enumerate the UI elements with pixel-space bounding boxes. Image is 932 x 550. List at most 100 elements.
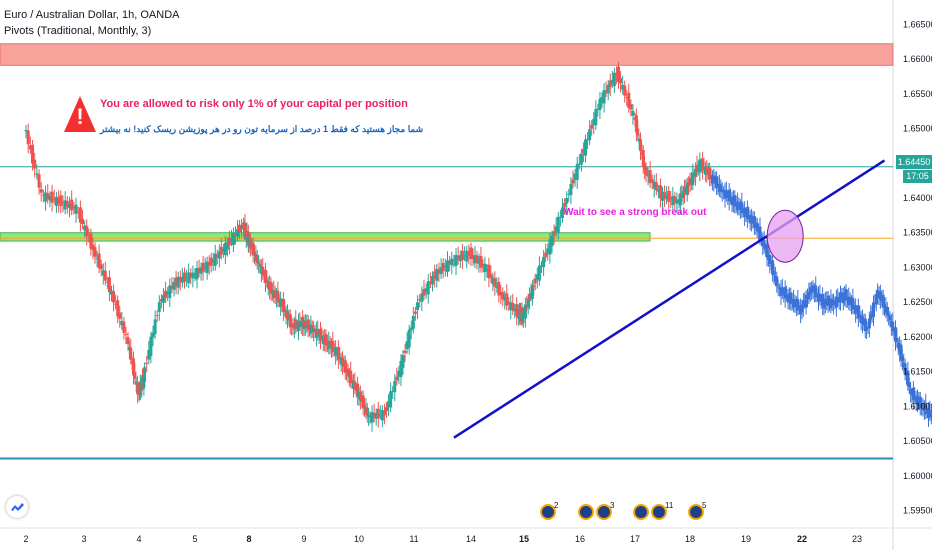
candle-body — [546, 248, 550, 254]
candle-body — [678, 193, 682, 206]
candle-body — [176, 276, 180, 288]
candle-body — [26, 130, 30, 145]
candle-body — [811, 285, 815, 292]
candle-body — [334, 347, 338, 356]
candle-body — [376, 408, 380, 419]
candle-body — [487, 264, 491, 279]
symbol-title[interactable]: Euro / Australian Dollar, 1h, OANDA — [4, 9, 180, 21]
candle-body — [217, 251, 221, 259]
time-tick-label: 18 — [685, 534, 695, 544]
candle-body — [118, 312, 122, 319]
candle-body — [694, 169, 698, 177]
candle-body — [349, 370, 353, 384]
candle-body — [319, 328, 322, 341]
candle-body — [273, 290, 277, 298]
event-count: 3 — [610, 501, 615, 510]
candle-body — [387, 401, 391, 408]
candle-body — [269, 282, 273, 294]
candle-body — [87, 237, 91, 239]
zone-resistance — [0, 43, 894, 66]
candle-body — [579, 153, 583, 165]
candle-body — [688, 177, 692, 186]
exclamation-icon: ! — [76, 104, 84, 129]
candle-body — [435, 268, 439, 281]
candle-body — [567, 193, 571, 195]
price-tick-label: 1.62500 — [903, 297, 932, 307]
candle-body — [654, 182, 658, 191]
candle-body — [636, 128, 640, 136]
price-tick-label: 1.59500 — [903, 506, 932, 516]
candle-body — [899, 344, 903, 360]
candle-body — [374, 413, 378, 419]
candle-body — [174, 277, 178, 286]
candle-body — [467, 251, 471, 256]
candle-body — [35, 173, 39, 175]
price-tick-label: 1.63500 — [903, 228, 932, 238]
candle-body — [65, 200, 69, 207]
candle-body — [253, 251, 256, 255]
price-tick-label: 1.65500 — [903, 89, 932, 99]
candle-body — [554, 226, 558, 232]
candle-body — [503, 297, 507, 301]
indicator-title[interactable]: Pivots (Traditional, Monthly, 3) — [4, 25, 152, 37]
candle-body — [153, 319, 157, 334]
breakout-note: Wait to see a strong break out — [564, 207, 707, 218]
candle-body — [258, 264, 262, 268]
candle-body — [625, 96, 629, 98]
candle-body — [577, 163, 581, 165]
candle-body — [481, 264, 485, 266]
candle-body — [627, 92, 631, 108]
candle-body — [221, 248, 225, 251]
candle-body — [331, 340, 335, 352]
candle-body — [883, 303, 886, 307]
candle-body — [771, 260, 775, 275]
candle-body — [24, 129, 28, 132]
candle-body — [772, 270, 776, 276]
candle-body — [929, 413, 932, 418]
time-tick-label: 10 — [354, 534, 364, 544]
candle-body — [471, 255, 475, 258]
candle-body — [122, 321, 126, 333]
candle-body — [650, 179, 654, 183]
candle-body — [775, 276, 779, 286]
candle-body — [584, 139, 587, 156]
candle-body — [283, 308, 287, 312]
candle-body — [437, 269, 441, 273]
candle-body — [719, 184, 723, 192]
candle-body — [497, 282, 501, 296]
candle-body — [865, 327, 869, 330]
candle-body — [727, 190, 731, 202]
candle-body — [397, 370, 401, 377]
candle-body — [183, 272, 186, 282]
candle-body — [411, 315, 415, 329]
candle-body — [424, 288, 428, 292]
tradingview-logo[interactable] — [6, 496, 28, 518]
candle-body — [621, 84, 625, 90]
candle-body — [594, 109, 598, 126]
time-tick-label: 5 — [192, 534, 197, 544]
candle-body — [888, 316, 892, 321]
candle-body — [563, 203, 567, 208]
candle-body — [343, 360, 347, 373]
candle-body — [61, 202, 65, 204]
candle-body — [652, 181, 656, 189]
candle-body — [107, 277, 111, 293]
candle-body — [185, 277, 189, 279]
candle-body — [658, 185, 662, 199]
candle-body — [138, 383, 142, 396]
candle-body — [776, 286, 780, 288]
candle-body — [401, 355, 405, 368]
candle-body — [895, 337, 899, 343]
candle-body — [513, 308, 517, 312]
candle-body — [832, 300, 836, 306]
candle-body — [189, 273, 193, 278]
candle-body — [279, 298, 283, 307]
candle-body — [631, 110, 635, 116]
time-tick-label: 15 — [519, 534, 529, 544]
candle-body — [199, 267, 203, 274]
time-tick-label: 4 — [136, 534, 141, 544]
candle-body — [530, 284, 534, 299]
candle-body — [610, 79, 614, 84]
candle-body — [178, 277, 182, 282]
